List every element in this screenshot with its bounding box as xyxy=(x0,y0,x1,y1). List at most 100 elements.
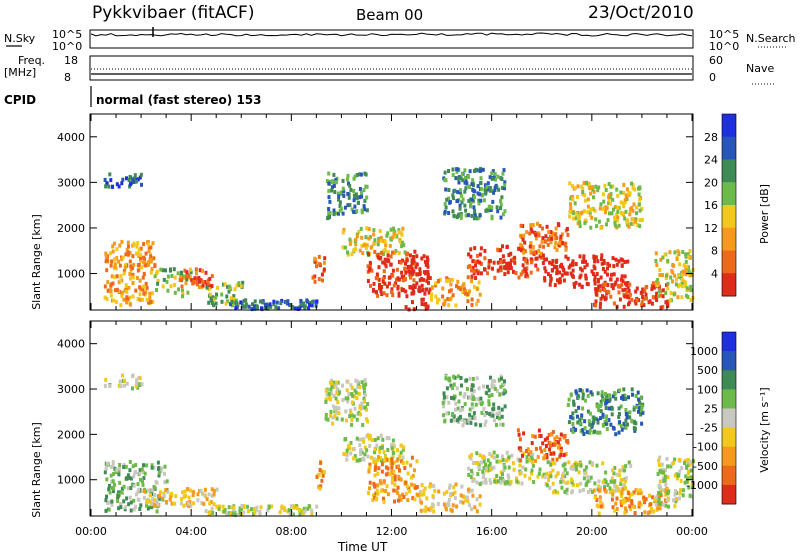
data-cell xyxy=(408,489,412,493)
data-cell xyxy=(602,261,606,265)
data-cell xyxy=(598,305,602,310)
data-cell xyxy=(571,259,575,264)
data-cell xyxy=(145,503,148,508)
velocity-colorbar-label: Velocity [m s⁻¹] xyxy=(758,387,771,472)
data-cell xyxy=(686,476,689,481)
data-cell xyxy=(518,471,522,476)
data-cell xyxy=(467,174,470,179)
data-cell xyxy=(367,467,371,472)
data-cell xyxy=(606,483,610,487)
data-cell xyxy=(197,275,201,280)
data-cell xyxy=(359,412,362,417)
data-cell xyxy=(601,412,605,417)
data-cell xyxy=(365,208,369,213)
data-cell xyxy=(593,208,597,213)
data-cell xyxy=(488,461,492,466)
data-cell xyxy=(455,284,458,289)
data-cell xyxy=(603,269,607,274)
data-cell xyxy=(131,294,135,299)
data-cell xyxy=(624,408,628,412)
data-cell xyxy=(357,437,361,442)
data-cell xyxy=(447,196,451,201)
data-cell xyxy=(531,434,535,439)
data-cell xyxy=(665,456,669,461)
data-cell xyxy=(592,256,596,260)
data-cell xyxy=(468,416,472,421)
data-cell xyxy=(448,200,452,205)
data-cell xyxy=(108,490,112,495)
data-cell xyxy=(397,251,401,255)
data-cell xyxy=(537,231,541,236)
data-cell xyxy=(495,205,499,210)
data-cell xyxy=(620,468,624,473)
data-cell xyxy=(592,415,596,420)
data-cell xyxy=(139,477,142,482)
data-cell xyxy=(509,258,513,263)
data-cell xyxy=(604,480,608,485)
data-cell xyxy=(524,449,528,453)
data-cell xyxy=(657,294,660,299)
data-cell xyxy=(119,303,123,308)
data-cell xyxy=(524,269,528,274)
data-cell xyxy=(594,287,598,292)
data-cell xyxy=(589,390,593,395)
data-cell xyxy=(498,459,502,464)
data-cell xyxy=(656,506,660,511)
data-cell xyxy=(499,480,503,485)
data-cell xyxy=(668,298,672,303)
data-cell xyxy=(614,396,618,401)
data-cell xyxy=(552,451,556,456)
data-cell xyxy=(565,271,569,276)
data-cell xyxy=(572,216,575,221)
data-cell xyxy=(403,250,407,255)
data-cell xyxy=(201,268,204,273)
data-cell xyxy=(451,193,455,198)
data-cell xyxy=(686,458,690,462)
data-cell xyxy=(380,462,384,467)
data-cell xyxy=(374,290,378,295)
data-cell xyxy=(332,181,336,186)
data-cell xyxy=(558,264,562,269)
data-cell xyxy=(484,419,488,424)
data-cell xyxy=(445,395,449,400)
data-cell xyxy=(484,208,488,213)
data-cell xyxy=(448,485,452,490)
data-cell xyxy=(576,483,579,488)
data-cell xyxy=(571,195,575,199)
data-cell xyxy=(120,290,124,295)
data-cell xyxy=(620,282,624,287)
data-cell xyxy=(475,376,479,381)
data-cell xyxy=(359,452,363,457)
data-cell xyxy=(677,250,681,255)
colorbar-cell xyxy=(722,370,736,390)
data-cell xyxy=(360,194,364,199)
data-cell xyxy=(358,195,362,200)
data-cell xyxy=(571,268,575,273)
data-cell xyxy=(563,434,567,438)
data-cell xyxy=(472,389,476,393)
data-cell xyxy=(591,272,595,276)
data-cell xyxy=(689,468,693,473)
data-cell xyxy=(540,449,544,454)
data-cell xyxy=(501,254,505,259)
data-cell xyxy=(470,302,474,307)
data-cell xyxy=(421,288,425,292)
data-cell xyxy=(460,171,464,176)
data-cell xyxy=(374,491,378,496)
data-cell xyxy=(497,377,501,382)
data-cell xyxy=(442,391,446,396)
data-cell xyxy=(578,388,582,393)
data-cell xyxy=(390,290,394,294)
data-cell xyxy=(492,260,496,265)
freq-label-2: [MHz] xyxy=(4,66,36,79)
data-cell xyxy=(403,266,407,271)
data-cell xyxy=(118,379,122,384)
data-cell xyxy=(517,432,521,437)
data-cell xyxy=(497,410,501,415)
data-cell xyxy=(495,389,499,393)
data-cell xyxy=(389,262,393,267)
colorbar-tick-label: 500 xyxy=(697,364,718,377)
data-cell xyxy=(352,176,356,181)
data-cell xyxy=(326,215,330,220)
data-cell xyxy=(201,283,205,288)
